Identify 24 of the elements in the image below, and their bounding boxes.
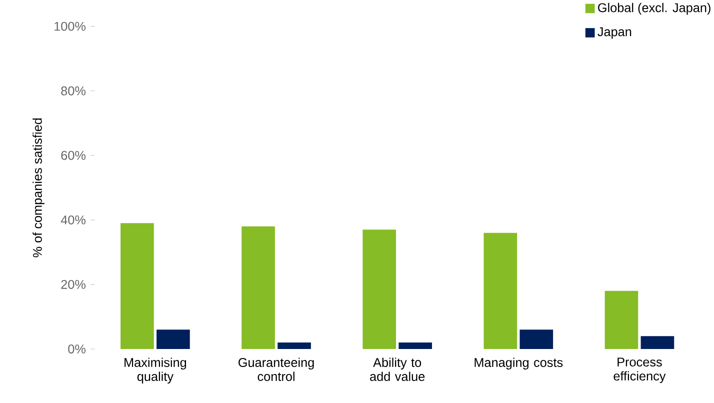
- y-axis-title: % of companies satisfied: [32, 118, 44, 258]
- y-tick-label: 80%: [61, 86, 86, 96]
- y-tick-label: 0%: [68, 344, 86, 354]
- bar: [604, 290, 638, 349]
- legend-label: Global (excl. Japan): [598, 2, 710, 15]
- bar: [362, 230, 396, 349]
- bar: [484, 232, 518, 349]
- bar: [520, 330, 554, 349]
- x-tick-label: Process efficiency: [614, 358, 666, 384]
- bar: [156, 330, 190, 349]
- bar: [242, 226, 275, 349]
- y-tick-label: 100%: [54, 22, 86, 31]
- x-tick-label: Maximising quality: [124, 358, 186, 384]
- y-tick-label: 40%: [60, 215, 86, 224]
- bar: [120, 223, 154, 349]
- bar: [278, 342, 311, 349]
- bar: [640, 336, 674, 349]
- y-tick-label: 20%: [61, 280, 86, 289]
- x-tick-label: Guaranteeing control: [238, 358, 314, 381]
- y-tick-label: 60%: [61, 150, 86, 160]
- bar: [398, 342, 432, 349]
- x-tick-label: Ability to add value: [370, 358, 425, 381]
- legend-label: Japan: [598, 27, 632, 39]
- x-tick-label: Managing costs: [474, 358, 563, 370]
